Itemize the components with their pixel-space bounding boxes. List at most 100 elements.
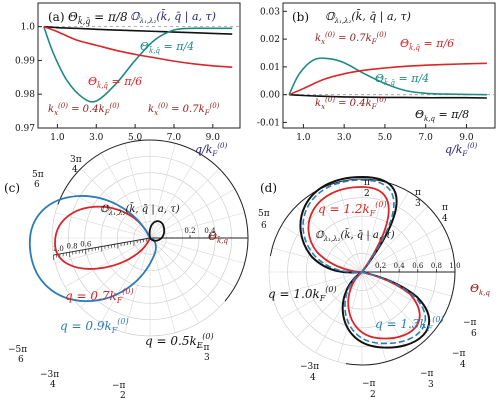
d-curve-2 bbox=[302, 179, 427, 345]
c-curve-0 bbox=[54, 205, 151, 270]
polar-spoke bbox=[64, 237, 151, 288]
y-tick-label: 0.00 bbox=[260, 91, 280, 101]
d-q10: q = 1.0kF(0) bbox=[268, 285, 337, 303]
panel-b-label: (b) bbox=[292, 10, 309, 24]
x-tick-label: 3.0 bbox=[337, 133, 352, 143]
b-legend-title: 𝕆λ₁,λ₂(k̄, q̄ | a, τ) bbox=[325, 10, 411, 25]
d-q13: q = 1.3kF(0) bbox=[375, 315, 444, 333]
c-ltick-label: 0.6 bbox=[80, 240, 92, 248]
polar-spoke bbox=[149, 152, 200, 239]
a-annot-pi4: Θk̄,q̄ = π/4 bbox=[140, 40, 194, 55]
polar-spoke bbox=[124, 237, 151, 333]
c-theta-label: Θk̄,q̄ bbox=[208, 230, 228, 245]
b-annot-kx04: kx(0) = 0.4kF(0) bbox=[315, 96, 387, 111]
polar-spoke bbox=[149, 237, 245, 264]
b-annot-pi8: Θk,q = π/8 bbox=[415, 108, 469, 123]
d-angle-mpi3: −π 3 bbox=[420, 369, 434, 390]
panel-b: 1.0 3.0 5.0 7.0 9.0 -0.01 0.00 0.01 0.02 0.03 (b)… bbox=[257, 2, 496, 158]
d-rtick-label: 1.0 bbox=[449, 262, 460, 270]
panel-a: 1.0 3.0 5.0 7.0 9.0 0.97 0.98 0.99 1.0 (a) Θk̄,q… bbox=[15, 2, 241, 158]
panel-a-label: (a) bbox=[48, 10, 65, 24]
d-angle-mpi2: −π 2 bbox=[362, 379, 376, 400]
panel-a-frame bbox=[37, 2, 241, 129]
a-annot-pi6: Θk̄,q̄ = π/6 bbox=[88, 75, 142, 90]
x-tick-label: 1.0 bbox=[296, 133, 311, 143]
x-tick-label: 5.0 bbox=[378, 133, 393, 143]
y-tick-label: 0.98 bbox=[15, 90, 35, 100]
d-legend-title: 𝕆λ₁,λ₂(k̄, q̄ | a, τ) bbox=[315, 229, 395, 243]
c-curve-2 bbox=[148, 220, 166, 242]
polar-spoke bbox=[361, 271, 443, 319]
polar-spoke bbox=[281, 271, 363, 319]
x-tick-label: 5.0 bbox=[128, 133, 143, 143]
b-xlabel: q/kF(0) bbox=[445, 142, 477, 158]
series-line-π/6 bbox=[43, 25, 233, 68]
y-tick-label: 0.99 bbox=[15, 56, 35, 66]
y-tick-label: 0.97 bbox=[15, 124, 35, 134]
polar-spoke bbox=[55, 237, 151, 264]
d-rtick-label: 0.8 bbox=[431, 262, 442, 270]
polar-spoke bbox=[337, 182, 363, 273]
d-angle-m3pi4: −3π 4 bbox=[300, 362, 319, 383]
c-angle-3pi4: 3π 4 bbox=[70, 155, 82, 175]
polar-spoke bbox=[361, 225, 443, 273]
polar-spoke bbox=[296, 206, 363, 273]
c-q07: q = 0.7kF(0) bbox=[65, 287, 134, 305]
polar-spoke bbox=[315, 271, 363, 353]
c-curve-1 bbox=[29, 195, 157, 303]
x-tick-label: 9.0 bbox=[206, 133, 221, 143]
polar-spoke bbox=[361, 182, 387, 273]
polar-spoke bbox=[55, 212, 151, 239]
y-tick-label: 0.03 bbox=[260, 7, 280, 17]
d-rtick-label: 0.2 bbox=[375, 262, 386, 270]
polar-spoke bbox=[149, 237, 236, 288]
c-angle-mpi3: −π 3 bbox=[196, 343, 210, 363]
panel-d: 0.2 0.4 0.6 0.8 1.0 (d) 𝕆λ₁,λ₂(k̄, q̄ | a, τ… bbox=[258, 175, 490, 400]
d-rtick-label: 0.4 bbox=[394, 262, 406, 270]
series-line-π/8 bbox=[289, 93, 487, 99]
c-ltick-label: 1.0 bbox=[53, 245, 64, 253]
series-line-π/4 bbox=[43, 26, 233, 103]
d-angle-mpi4: −π 4 bbox=[452, 349, 466, 370]
polar-outer-arc bbox=[57, 139, 249, 302]
panel-b-frame bbox=[282, 2, 496, 129]
polar-outer-arc bbox=[269, 178, 456, 366]
y-tick-label: 0.01 bbox=[260, 63, 280, 73]
a-annot-kx07: kx(0) = 0.7kF(0) bbox=[148, 102, 220, 117]
d-q12: q = 1.2kF(0) bbox=[318, 200, 387, 218]
c-q09: q = 0.9kF(0) bbox=[60, 317, 129, 335]
polar-spoke bbox=[281, 225, 363, 273]
a-legend-title: 𝕆λ₁,λ₂(k̄, q̄ | a, τ) bbox=[130, 10, 216, 25]
polar-spoke bbox=[272, 247, 363, 273]
polar-spoke bbox=[149, 212, 245, 239]
a-annot-pi8: Θk̄,q̄ = π/8 bbox=[68, 10, 128, 26]
c-ltick-label: 0.8 bbox=[66, 243, 77, 251]
c-angle-mpi2: −π 2 bbox=[112, 381, 126, 401]
polar-spoke bbox=[361, 271, 409, 353]
polar-spoke bbox=[149, 237, 220, 308]
x-tick-label: 9.0 bbox=[459, 133, 474, 143]
x-tick-label: 7.0 bbox=[419, 133, 434, 143]
d-angle-mpi6: −π 6 bbox=[463, 318, 477, 339]
polar-spoke bbox=[100, 237, 151, 324]
polar-spoke bbox=[361, 191, 409, 273]
polar-spoke bbox=[149, 168, 220, 239]
polar-spoke bbox=[80, 237, 151, 308]
a-annot-kx04: kx(0) = 0.4kF(0) bbox=[48, 102, 120, 117]
x-tick-label: 3.0 bbox=[89, 133, 104, 143]
c-angle-m5pi6: −5π 6 bbox=[8, 345, 27, 365]
polar-spoke bbox=[361, 206, 428, 273]
d-theta-label: Θk,q bbox=[470, 282, 490, 297]
c-rtick-label: 0.4 bbox=[204, 227, 216, 235]
d-angle-5pi6: 5π 6 bbox=[258, 209, 270, 231]
polar-spoke bbox=[272, 271, 363, 297]
panel-d-label: (d) bbox=[260, 181, 277, 195]
c-angle-5pi6: 5π 6 bbox=[32, 170, 44, 190]
series-line-π/8 bbox=[43, 25, 233, 35]
series-line-π/4 bbox=[288, 57, 487, 96]
b-annot-pi6: Θk̄,q̄ = π/6 bbox=[400, 37, 454, 52]
